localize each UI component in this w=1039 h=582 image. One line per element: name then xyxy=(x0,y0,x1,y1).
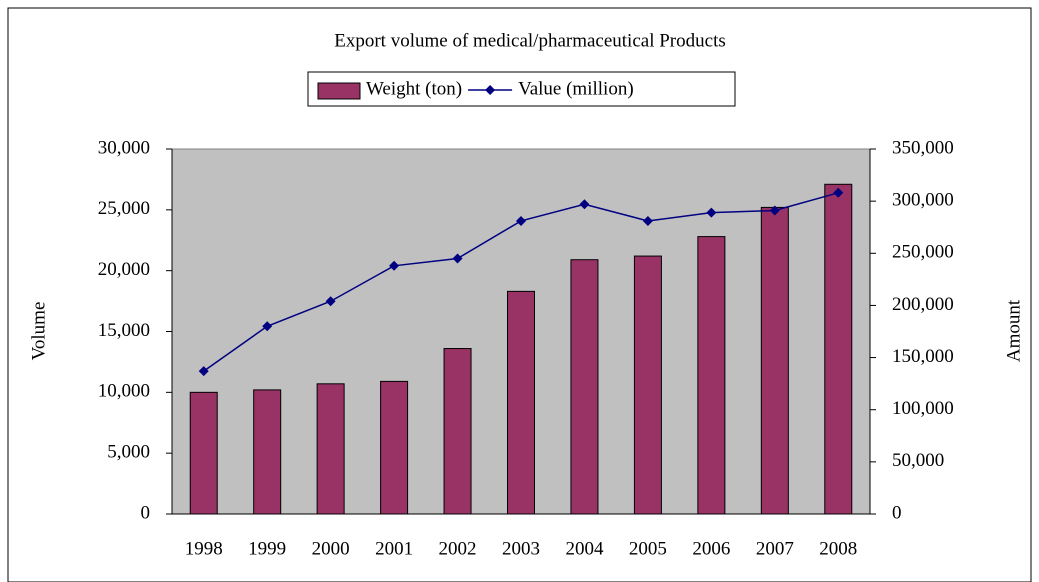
y-tick-label: 20,000 xyxy=(98,259,150,280)
y-tick-label: 5,000 xyxy=(107,442,150,463)
y2-tick-label: 300,000 xyxy=(892,190,954,211)
point xyxy=(198,366,209,377)
y2-tick-label: 250,000 xyxy=(892,242,954,263)
legend-swatch-marker xyxy=(485,85,496,95)
bar xyxy=(189,391,218,515)
y-tick-label: 0 xyxy=(141,502,151,523)
bar xyxy=(570,259,599,515)
y2-tick-label: 50,000 xyxy=(892,450,944,471)
legend-label: Weight (ton) xyxy=(366,78,462,99)
bar xyxy=(760,206,789,515)
x-tick-label: 2000 xyxy=(312,538,350,559)
y2-tick-label: 150,000 xyxy=(892,346,954,367)
y2-axis-label: Amount xyxy=(1003,299,1024,362)
y-tick-label: 15,000 xyxy=(98,320,150,341)
legend-label: Value (million) xyxy=(518,78,634,99)
point xyxy=(516,215,526,226)
y-tick-label: 10,000 xyxy=(98,381,150,402)
x-tick-label: 2002 xyxy=(439,538,477,559)
point xyxy=(706,207,717,218)
x-tick-label: 1998 xyxy=(185,538,223,559)
x-tick-label: 2008 xyxy=(819,538,857,559)
bar xyxy=(316,383,345,515)
point xyxy=(262,321,273,332)
point xyxy=(833,187,844,198)
bar xyxy=(824,183,853,515)
x-tick-label: 1999 xyxy=(248,538,286,559)
point xyxy=(579,199,590,210)
y-tick-label: 30,000 xyxy=(98,137,150,158)
x-tick-label: 2005 xyxy=(629,538,667,559)
bar xyxy=(633,255,662,515)
y2-tick-label: 100,000 xyxy=(892,398,954,419)
x-tick-label: 2006 xyxy=(692,538,730,559)
y-tick-label: 25,000 xyxy=(98,198,150,219)
y2-tick-label: 350,000 xyxy=(892,137,954,158)
x-tick-label: 2004 xyxy=(565,538,604,559)
y2-tick-label: 200,000 xyxy=(892,294,954,315)
x-tick-label: 2007 xyxy=(756,538,794,559)
y-axis-label: Volume xyxy=(28,302,49,361)
chart-title: Export volume of medical/pharmaceutical … xyxy=(334,30,726,51)
point xyxy=(389,260,400,271)
bar xyxy=(443,348,472,515)
legend-swatch xyxy=(317,82,361,100)
point xyxy=(325,296,336,307)
y2-tick-label: 0 xyxy=(892,502,902,523)
bar xyxy=(697,236,726,515)
point xyxy=(452,253,463,264)
bar xyxy=(253,389,282,515)
bar xyxy=(380,380,409,515)
x-tick-label: 2001 xyxy=(375,538,413,559)
point xyxy=(642,215,653,226)
x-tick-label: 2003 xyxy=(502,538,540,559)
legend-box xyxy=(307,71,736,107)
point xyxy=(769,205,780,216)
bar xyxy=(507,290,535,515)
